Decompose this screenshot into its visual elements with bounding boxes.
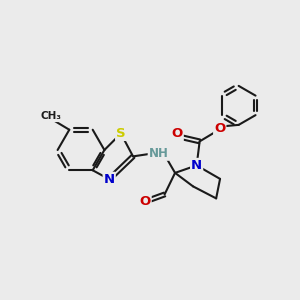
Text: O: O [214, 122, 225, 135]
Text: O: O [140, 196, 151, 208]
Text: N: N [103, 173, 115, 186]
Text: CH₃: CH₃ [40, 111, 61, 121]
Text: S: S [116, 127, 126, 140]
Text: NH: NH [148, 147, 169, 160]
Text: N: N [191, 159, 202, 172]
Text: O: O [172, 128, 183, 140]
